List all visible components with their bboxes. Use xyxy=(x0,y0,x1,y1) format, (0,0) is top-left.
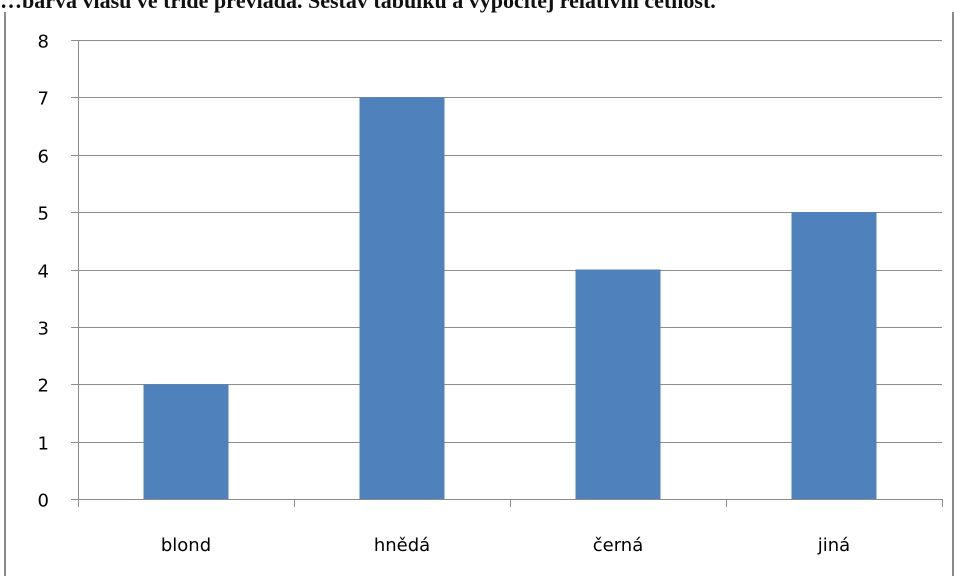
clipped-heading-text: …barva vlasů ve třídě převládá. Sestav t… xyxy=(0,0,716,13)
x-category-label: hnědá xyxy=(374,535,430,556)
y-tick-label: 5 xyxy=(38,204,49,225)
x-category-label: blond xyxy=(161,535,211,556)
bar-hnědá xyxy=(359,97,445,499)
chart-frame xyxy=(4,12,954,576)
x-category-label: černá xyxy=(593,535,644,556)
x-category-label: jiná xyxy=(817,535,850,556)
y-tick-label: 6 xyxy=(38,147,49,168)
bar-blond xyxy=(143,384,229,499)
y-tick-label: 7 xyxy=(38,89,49,110)
bars xyxy=(143,97,877,499)
y-tick-label: 3 xyxy=(38,319,49,340)
y-tick-label: 4 xyxy=(38,262,49,283)
bar-jiná xyxy=(791,212,877,499)
y-tick-label: 1 xyxy=(38,434,49,455)
y-tick-label: 8 xyxy=(38,32,49,53)
bar-černá xyxy=(575,269,661,499)
y-tick-label: 0 xyxy=(38,491,49,512)
axes xyxy=(71,40,943,507)
labels: 0 1 2 3 4 5 6 7 8 blond hnědá černá jiná xyxy=(38,32,851,557)
y-tick-label: 2 xyxy=(38,376,49,397)
